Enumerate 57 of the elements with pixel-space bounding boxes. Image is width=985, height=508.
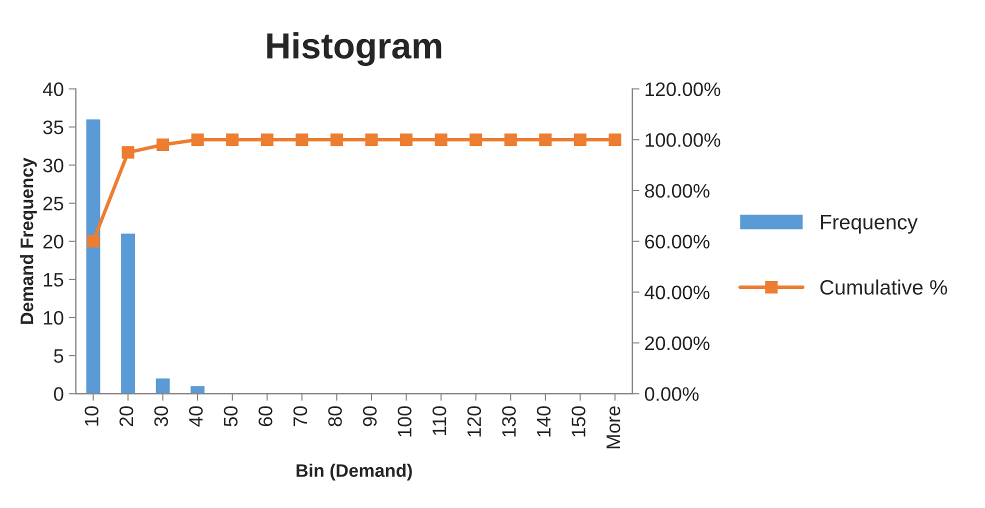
x-tick-label: 50 [224,406,238,426]
x-tick-label: 110 [432,406,446,436]
x-tick-label: 30 [154,406,168,426]
point [539,133,552,146]
point [260,133,274,146]
point [574,133,586,146]
x-tick-label: More [606,406,620,448]
point [191,133,204,146]
point [296,133,308,146]
x-tick-label: 100 [398,406,412,436]
y-tick-label: 5 [54,349,64,363]
x-tick-label: 20 [119,406,134,426]
x-axis-title: Bin (Demand) [296,464,412,481]
y-tick-label: 0 [54,387,64,401]
bar [156,378,170,394]
y2-tick-label: 0.00% [644,387,699,401]
legend-label: Frequency [821,214,918,234]
y-tick-label: 10 [44,310,64,325]
y-tick-label: 40 [42,82,64,96]
point [504,133,517,146]
point [365,133,378,146]
x-tick-label: 140 [536,406,551,436]
x-tick-label: 130 [502,406,516,436]
point [330,133,343,146]
x-tick-label: 60 [258,406,272,426]
x-tick-label: 70 [293,406,308,426]
y-tick-label: 15 [44,273,64,287]
y-tick-label: 35 [43,120,64,134]
point [470,133,482,146]
y-tick-label: 20 [43,234,64,249]
y2-tick-label: 20.00% [645,336,710,350]
bar [86,119,100,394]
point [226,133,239,146]
x-tick-label: 150 [572,406,586,436]
point [122,146,134,159]
y-axis-title: Demand Frequency [20,158,37,324]
point [608,133,622,146]
bar [190,386,205,394]
point [156,138,170,152]
point [400,133,413,146]
x-tick-label: 10 [84,406,98,426]
y2-tick-label: 60.00% [645,234,710,249]
x-tick-label: 80 [328,406,342,426]
y2-tick-label: 120.00% [646,82,720,96]
y2-tick-label: 100.00% [646,133,720,147]
x-tick-label: 90 [362,406,377,426]
chart-title: Histogram [267,32,442,66]
y2-tick-label: 80.00% [645,184,710,198]
x-tick-label: 120 [467,406,482,436]
bar [121,234,135,394]
point [86,235,100,248]
y-tick-label: 30 [43,158,64,172]
y-tick-label: 25 [43,196,64,210]
point [434,133,448,146]
y2-tick-label: 40.00% [644,286,710,300]
x-tick-label: 40 [189,406,203,427]
legend-label: Cumulative % [820,279,948,295]
